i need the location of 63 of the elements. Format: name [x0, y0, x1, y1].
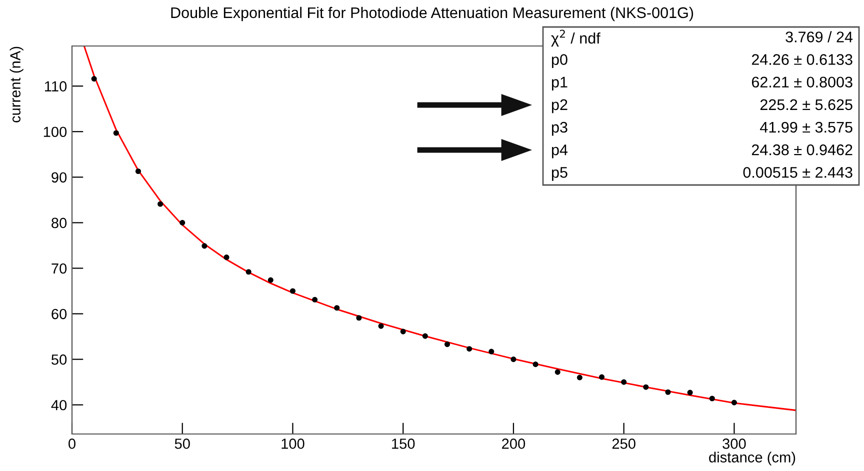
y-tick-label: 50: [52, 354, 67, 365]
annotation: p3: [552, 122, 568, 136]
point: [356, 315, 362, 321]
annotation: p5: [552, 167, 568, 181]
y-tick-label: 70: [52, 263, 67, 274]
point: [621, 379, 627, 385]
annotation: 24.26 ± 0.6133: [752, 54, 852, 65]
point: [422, 333, 428, 339]
point: [91, 76, 97, 82]
line-series: [83, 46, 796, 412]
point: [180, 220, 186, 226]
point: [400, 328, 406, 334]
y-tick-label: 90: [52, 172, 67, 183]
chart-title: Double Exponential Fit for Photodiode Attenuation Measurement (NKS-001G): [171, 6, 694, 22]
annotation: p0: [552, 54, 568, 68]
point: [576, 374, 582, 380]
point: [113, 130, 119, 136]
annotation: χ$^{2}$ / ndf: [551, 30, 600, 47]
point: [532, 362, 538, 368]
x-tick-label: 50: [174, 438, 190, 449]
annotation: p2: [552, 99, 568, 114]
x-tick-label: 300: [722, 438, 746, 449]
point: [510, 356, 516, 362]
y-tick-label: 110: [44, 81, 67, 92]
y-tick-label: 100: [44, 126, 67, 138]
point: [444, 342, 450, 348]
point: [158, 201, 164, 207]
point: [643, 384, 649, 390]
point: [246, 269, 252, 275]
x-tick-label: 0: [68, 438, 76, 449]
annotation: 225.2 ± 5.625: [760, 99, 852, 110]
x-tick-label: 100: [282, 438, 304, 449]
point: [466, 346, 472, 352]
annotation: 41.99 ± 3.575: [760, 122, 852, 133]
point: [312, 296, 318, 302]
point: [731, 400, 737, 406]
x-tick-label: 150: [392, 438, 415, 449]
point: [135, 168, 141, 174]
point: [488, 348, 494, 354]
annotation: 0.00515 ± 2.443: [743, 166, 852, 178]
point: [665, 389, 671, 395]
x-axis-title: distance (cm): [709, 452, 796, 466]
y-tick-label: 80: [52, 218, 67, 228]
x-tick-label: 200: [502, 438, 526, 449]
annotation: p1: [552, 76, 568, 91]
point: [334, 305, 340, 311]
point: [598, 374, 605, 380]
y-tick-label: 40: [51, 400, 67, 410]
text: 3.769 / 24: [786, 31, 853, 42]
point: [709, 396, 715, 402]
x-tick-label: 250: [612, 438, 636, 449]
y-tick-label: 60: [52, 308, 67, 320]
point: [224, 254, 230, 260]
y-axis-title: current (nA): [10, 46, 24, 122]
point: [290, 288, 296, 294]
annotation: 62.21 ± 0.8003: [752, 76, 852, 88]
point: [202, 243, 208, 249]
point: [554, 369, 560, 375]
annotation: 24.38 ± 0.9462: [752, 144, 852, 156]
point: [687, 390, 693, 396]
point: [378, 323, 384, 329]
point: [268, 277, 274, 283]
annotation: p4: [552, 144, 568, 158]
